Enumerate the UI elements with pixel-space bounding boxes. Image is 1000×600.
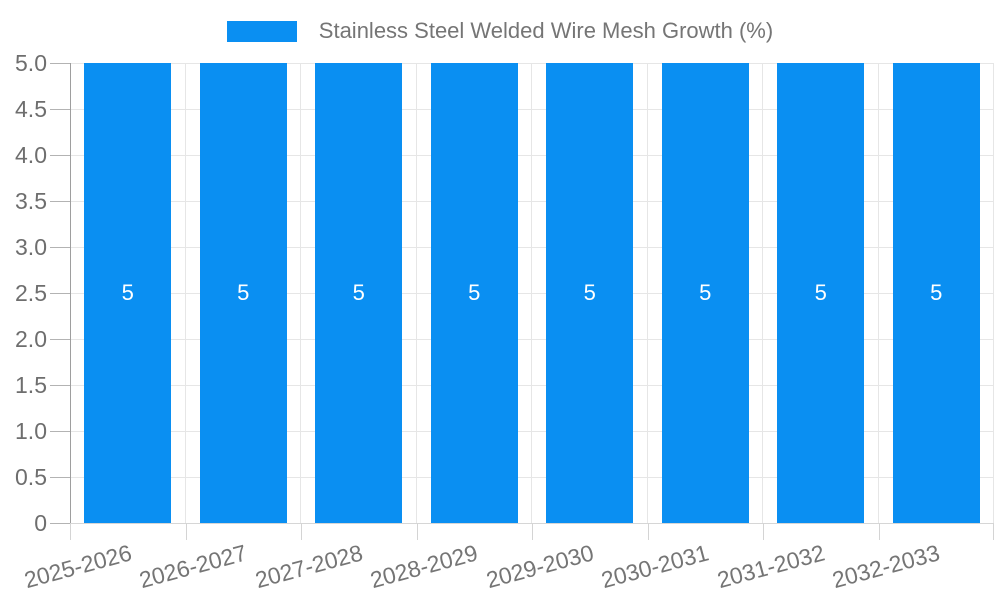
y-tick-mark bbox=[50, 523, 70, 524]
x-tick-label: 2032-2033 bbox=[829, 539, 943, 594]
y-tick-label: 1.5 bbox=[15, 372, 47, 398]
h-gridline bbox=[70, 247, 994, 248]
y-tick-mark bbox=[50, 247, 70, 248]
y-tick-mark bbox=[50, 385, 70, 386]
y-tick-label: 3.5 bbox=[15, 188, 47, 214]
chart-legend[interactable]: Stainless Steel Welded Wire Mesh Growth … bbox=[0, 18, 1000, 43]
v-gridline bbox=[415, 63, 417, 523]
x-tick-mark bbox=[647, 523, 649, 540]
bar-2029-2030[interactable]: 5 bbox=[546, 63, 634, 523]
y-tick-mark bbox=[50, 477, 70, 478]
h-gridline bbox=[70, 201, 994, 202]
h-gridline bbox=[70, 477, 994, 478]
h-gridline bbox=[70, 385, 994, 386]
bar-2032-2033[interactable]: 5 bbox=[892, 63, 980, 523]
legend-swatch-icon bbox=[226, 20, 297, 42]
bar-value-label: 5 bbox=[352, 280, 365, 305]
y-tick-mark bbox=[50, 155, 70, 156]
x-tick-mark bbox=[532, 523, 533, 540]
y-tick-label: 2.5 bbox=[15, 280, 47, 306]
y-tick-label: 3.0 bbox=[15, 234, 47, 260]
x-tick-mark bbox=[70, 523, 71, 540]
y-tick-label: 1.0 bbox=[15, 418, 47, 444]
h-gridline bbox=[70, 293, 994, 294]
x-tick-label: 2027-2028 bbox=[252, 539, 366, 594]
y-tick-mark bbox=[50, 201, 70, 202]
bar-value-label: 5 bbox=[121, 280, 134, 305]
y-tick-label: 0.5 bbox=[15, 464, 47, 490]
h-gridline bbox=[70, 339, 994, 340]
bar-2026-2027[interactable]: 5 bbox=[199, 63, 287, 523]
y-tick-label: 5.0 bbox=[15, 50, 47, 76]
bar-2030-2031[interactable]: 5 bbox=[661, 63, 749, 523]
x-tick-mark bbox=[301, 523, 302, 540]
y-tick-label: 4.0 bbox=[15, 142, 47, 168]
v-gridline bbox=[531, 63, 532, 523]
x-tick-label: 2031-2032 bbox=[714, 539, 828, 594]
bar-value-label: 5 bbox=[468, 280, 481, 305]
bar-value-label: 5 bbox=[930, 280, 943, 305]
bar-2031-2032[interactable]: 5 bbox=[777, 63, 865, 523]
v-gridline bbox=[184, 63, 186, 523]
bar-value-label: 5 bbox=[699, 280, 712, 305]
legend-label: Stainless Steel Welded Wire Mesh Growth … bbox=[318, 18, 774, 43]
x-tick-mark bbox=[416, 523, 418, 540]
y-tick-label: 4.5 bbox=[15, 96, 47, 122]
y-tick-mark bbox=[50, 431, 70, 432]
x-tick-mark bbox=[993, 523, 994, 540]
y-tick-label: 0 bbox=[34, 510, 47, 536]
y-tick-mark bbox=[50, 109, 70, 110]
bar-2025-2026[interactable]: 5 bbox=[84, 63, 172, 523]
plot-area: 5 5 5 5 5 5 5 5 bbox=[70, 63, 994, 524]
v-gridline bbox=[993, 63, 994, 523]
y-tick-label: 2.0 bbox=[15, 326, 47, 352]
y-tick-mark bbox=[50, 63, 70, 64]
y-axis-line bbox=[70, 63, 71, 523]
y-tick-mark bbox=[50, 339, 70, 340]
bar-value-label: 5 bbox=[583, 280, 596, 305]
v-gridline bbox=[646, 63, 648, 523]
h-gridline bbox=[70, 431, 994, 432]
v-gridline bbox=[762, 63, 763, 523]
x-tick-label: 2028-2029 bbox=[367, 539, 481, 594]
bar-2027-2028[interactable]: 5 bbox=[315, 63, 403, 523]
x-tick-label: 2026-2027 bbox=[136, 539, 250, 594]
h-gridline bbox=[70, 109, 994, 110]
v-gridline bbox=[300, 63, 301, 523]
bar-2028-2029[interactable]: 5 bbox=[430, 63, 518, 523]
x-tick-label: 2030-2031 bbox=[598, 539, 712, 594]
x-tick-mark bbox=[763, 523, 764, 540]
x-tick-label: 2025-2026 bbox=[21, 539, 135, 594]
v-gridline bbox=[877, 63, 879, 523]
h-gridline bbox=[70, 155, 994, 156]
x-tick-mark bbox=[185, 523, 187, 540]
bar-value-label: 5 bbox=[237, 280, 250, 305]
x-tick-mark bbox=[878, 523, 880, 540]
y-tick-mark bbox=[50, 293, 70, 294]
h-gridline bbox=[70, 63, 994, 64]
x-tick-label: 2029-2030 bbox=[483, 539, 597, 594]
bar-value-label: 5 bbox=[814, 280, 827, 305]
